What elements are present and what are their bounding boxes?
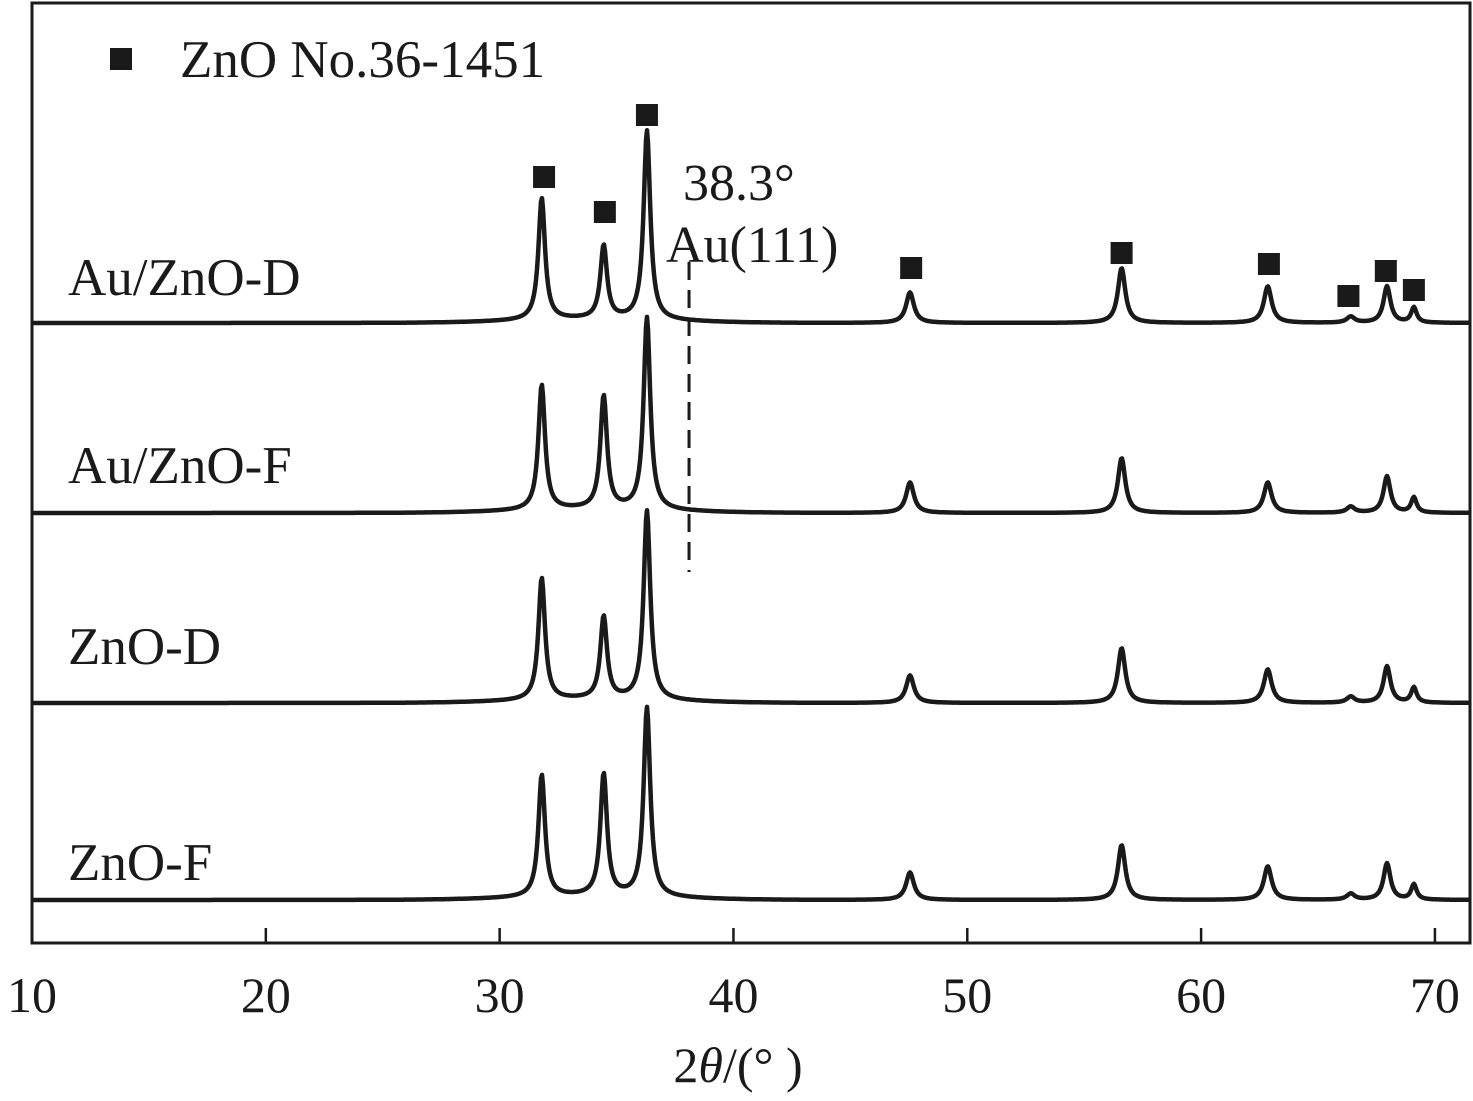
zno-peak-marker — [1257, 253, 1280, 275]
zno-peak-marker — [1402, 279, 1425, 301]
trace-au-zno-d — [31, 128, 1471, 326]
zno-peak-marker — [593, 201, 616, 223]
legend-label: ZnO No.36-1451 — [180, 31, 545, 89]
x-tick-label-10: 10 — [7, 967, 57, 1023]
au111-plane-label: Au(111) — [666, 217, 838, 274]
x-tick-label-40: 40 — [708, 967, 758, 1023]
zno-peak-marker — [635, 104, 658, 126]
series-label-au-zno-f: Au/ZnO-F — [68, 437, 292, 495]
zno-peak-marker — [1374, 260, 1397, 282]
series-label-au-zno-d: Au/ZnO-D — [68, 249, 301, 307]
x-tick-label-70: 70 — [1410, 967, 1460, 1023]
x-ticks: 10 20 30 40 50 60 70 — [7, 928, 1460, 1023]
series-traces — [31, 128, 1471, 903]
legend-marker-icon — [110, 48, 132, 70]
zno-peak-marker — [900, 257, 923, 279]
reference-markers — [533, 104, 1425, 307]
x-tick-label-60: 60 — [1176, 967, 1226, 1023]
x-tick-label-30: 30 — [475, 967, 525, 1023]
trace-zno-f — [31, 704, 1471, 903]
x-axis-label: 2θ/(° ) — [673, 1037, 802, 1093]
series-label-zno-d: ZnO-D — [68, 618, 221, 676]
zno-peak-marker — [1337, 285, 1360, 307]
x-tick-label-50: 50 — [942, 967, 992, 1023]
trace-zno-d — [31, 507, 1471, 706]
au111-angle-label: 38.3° — [683, 155, 795, 212]
zno-peak-marker — [1110, 242, 1133, 264]
plot-frame — [30, 1, 1472, 945]
series-label-zno-f: ZnO-F — [68, 834, 212, 892]
x-tick-label-20: 20 — [241, 967, 291, 1023]
trace-au-zno-f — [31, 314, 1471, 516]
zno-peak-marker — [533, 166, 556, 188]
